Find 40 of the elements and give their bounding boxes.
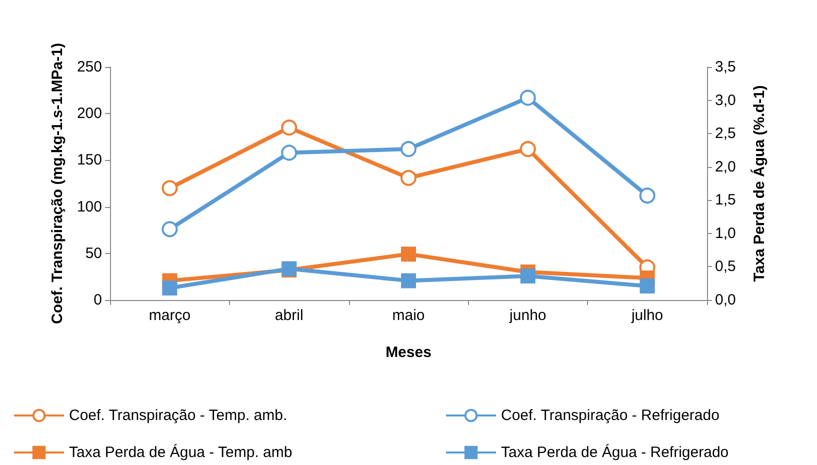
x-tick-label: maio	[392, 307, 425, 324]
x-tick-label: junho	[508, 307, 546, 324]
point	[401, 246, 416, 262]
y2-tick-label: 3,5	[715, 58, 736, 76]
point	[520, 90, 536, 106]
point	[162, 280, 178, 296]
y2-axis-title: Taxa Perda de Água (%.d-1)	[750, 85, 768, 282]
x-axis-title: Meses	[386, 344, 432, 361]
x-tick-label: abril	[274, 307, 304, 324]
legend-label: Taxa Perda de Água - Refrigerado	[501, 443, 729, 461]
legend-label: Coef. Transpiração - Refrigerado	[501, 407, 720, 424]
point	[640, 278, 655, 294]
point	[281, 144, 298, 161]
point	[281, 120, 298, 136]
point	[639, 188, 656, 204]
point	[162, 221, 178, 238]
y-axis-title: Coef. Transpiração (mg.kg-1.s-1.MPa-1)	[49, 43, 66, 324]
point	[520, 141, 536, 158]
y-tick-label: 250	[76, 58, 102, 76]
y2-tick-label: 0,5	[715, 258, 736, 276]
y2-tick-label: 2,5	[715, 125, 736, 142]
x-tick-label: julho	[630, 307, 664, 324]
point	[400, 141, 416, 158]
x-tick-label: março	[148, 307, 191, 324]
y-tick-label: 50	[85, 244, 102, 262]
y-tick-label: 0	[94, 292, 102, 308]
y2-tick-label: 1,0	[715, 224, 736, 242]
y2-tick-label: 2,0	[715, 158, 736, 176]
point	[400, 170, 416, 186]
y-tick-label: 100	[76, 198, 102, 216]
y2-tick-label: 3,0	[715, 92, 736, 109]
legend-label: Coef. Transpiração - Temp. amb.	[69, 407, 288, 424]
point	[401, 273, 416, 288]
legend-label: Taxa Perda de Água - Temp. amb	[69, 443, 292, 461]
point	[162, 180, 178, 196]
y2-tick-label: 0,0	[715, 292, 736, 308]
y-tick-label: 200	[76, 105, 102, 122]
y-tick-label: 150	[76, 152, 102, 169]
y2-tick-label: 1,5	[715, 192, 736, 209]
point	[520, 268, 536, 284]
